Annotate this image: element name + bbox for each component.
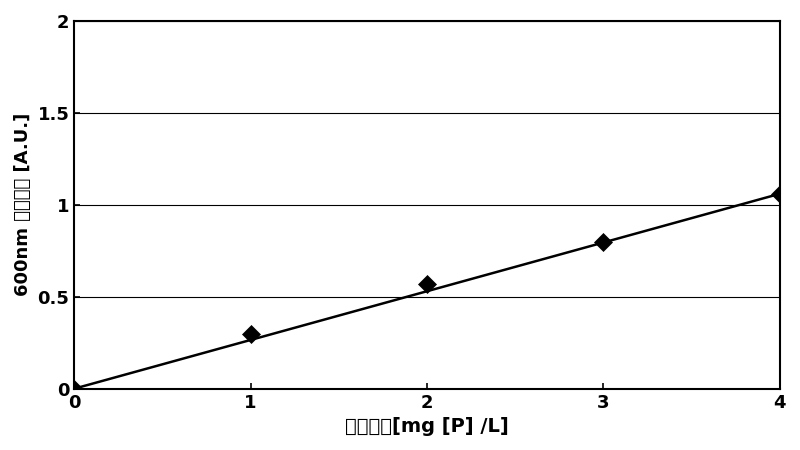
X-axis label: 总磷浓度[mg [P] /L]: 总磷浓度[mg [P] /L] [345, 417, 509, 436]
Y-axis label: 600nm 的吸光度 [A.U.]: 600nm 的吸光度 [A.U.] [14, 113, 32, 297]
